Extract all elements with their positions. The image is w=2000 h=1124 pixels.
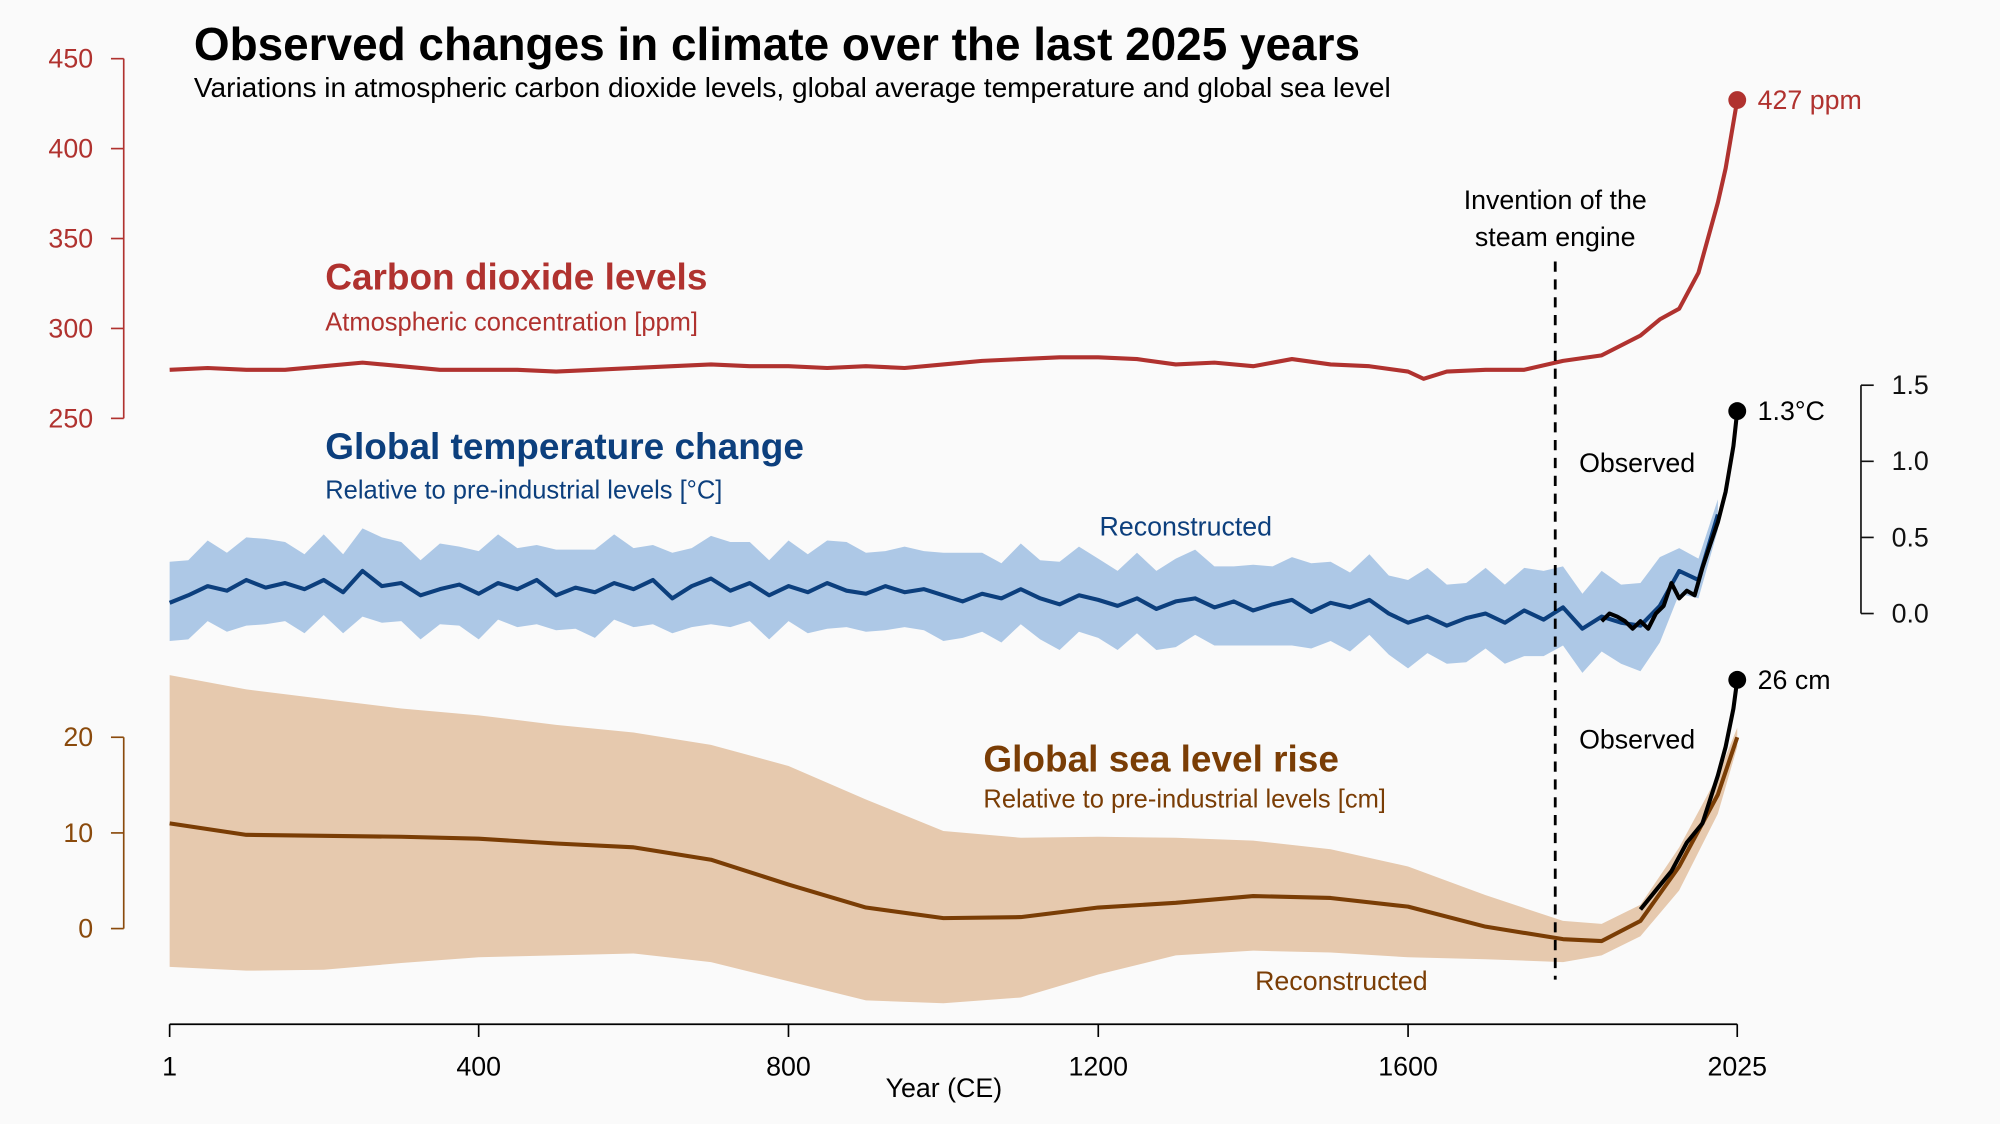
y-tick-label: 0 bbox=[78, 914, 93, 944]
y-tick-label: 350 bbox=[48, 223, 93, 253]
x-tick-label: 400 bbox=[456, 1051, 501, 1081]
series-label: Observed bbox=[1579, 725, 1695, 755]
panel-title: Carbon dioxide levels bbox=[325, 257, 707, 298]
panel-title: Global sea level rise bbox=[983, 739, 1339, 780]
y-tick-label: 300 bbox=[48, 313, 93, 343]
annotation-text: Invention of the bbox=[1464, 185, 1647, 215]
panel-subtitle: Relative to pre-industrial levels [cm] bbox=[983, 785, 1385, 813]
series-label: Reconstructed bbox=[1099, 512, 1272, 542]
panel-subtitle: Atmospheric concentration [ppm] bbox=[325, 308, 698, 336]
end-label: 1.3°C bbox=[1758, 396, 1825, 426]
x-tick-label: 2025 bbox=[1707, 1051, 1767, 1081]
panel-title: Global temperature change bbox=[325, 426, 804, 467]
series-line bbox=[168, 513, 1720, 631]
chart-title: Observed changes in climate over the las… bbox=[194, 18, 1360, 70]
x-tick-label: 1 bbox=[162, 1051, 177, 1081]
y-tick-label: 250 bbox=[48, 403, 93, 433]
series-line bbox=[169, 736, 1740, 944]
series-line bbox=[169, 99, 1740, 381]
y-tick-label: 20 bbox=[63, 722, 93, 752]
panel-subtitle: Relative to pre-industrial levels [°C] bbox=[325, 477, 722, 505]
annotation-text: steam engine bbox=[1475, 222, 1636, 252]
series-label: Observed bbox=[1579, 448, 1695, 478]
uncertainty-band bbox=[169, 499, 1718, 673]
y-tick-label: 1.5 bbox=[1892, 370, 1929, 400]
series-label: Reconstructed bbox=[1255, 966, 1428, 996]
x-tick-label: 800 bbox=[766, 1051, 811, 1081]
series-line bbox=[1638, 679, 1740, 911]
end-label: 26 cm bbox=[1758, 665, 1831, 695]
y-tick-label: 400 bbox=[48, 134, 93, 164]
y-tick-label: 0.5 bbox=[1892, 522, 1929, 552]
y-tick-label: 1.0 bbox=[1892, 446, 1929, 476]
x-axis-label: Year (CE) bbox=[886, 1073, 1003, 1103]
end-point bbox=[1728, 402, 1747, 421]
x-tick-label: 1600 bbox=[1378, 1051, 1438, 1081]
y-tick-label: 450 bbox=[48, 44, 93, 74]
end-point bbox=[1728, 91, 1747, 109]
chart-subtitle: Variations in atmospheric carbon dioxide… bbox=[194, 72, 1391, 103]
end-label: 427 ppm bbox=[1758, 85, 1862, 115]
y-tick-label: 0.0 bbox=[1892, 598, 1929, 628]
series-line bbox=[1600, 410, 1740, 631]
x-tick-label: 1200 bbox=[1069, 1051, 1129, 1081]
y-tick-label: 10 bbox=[63, 818, 93, 848]
end-point bbox=[1728, 670, 1747, 689]
uncertainty-band bbox=[169, 675, 1738, 1004]
